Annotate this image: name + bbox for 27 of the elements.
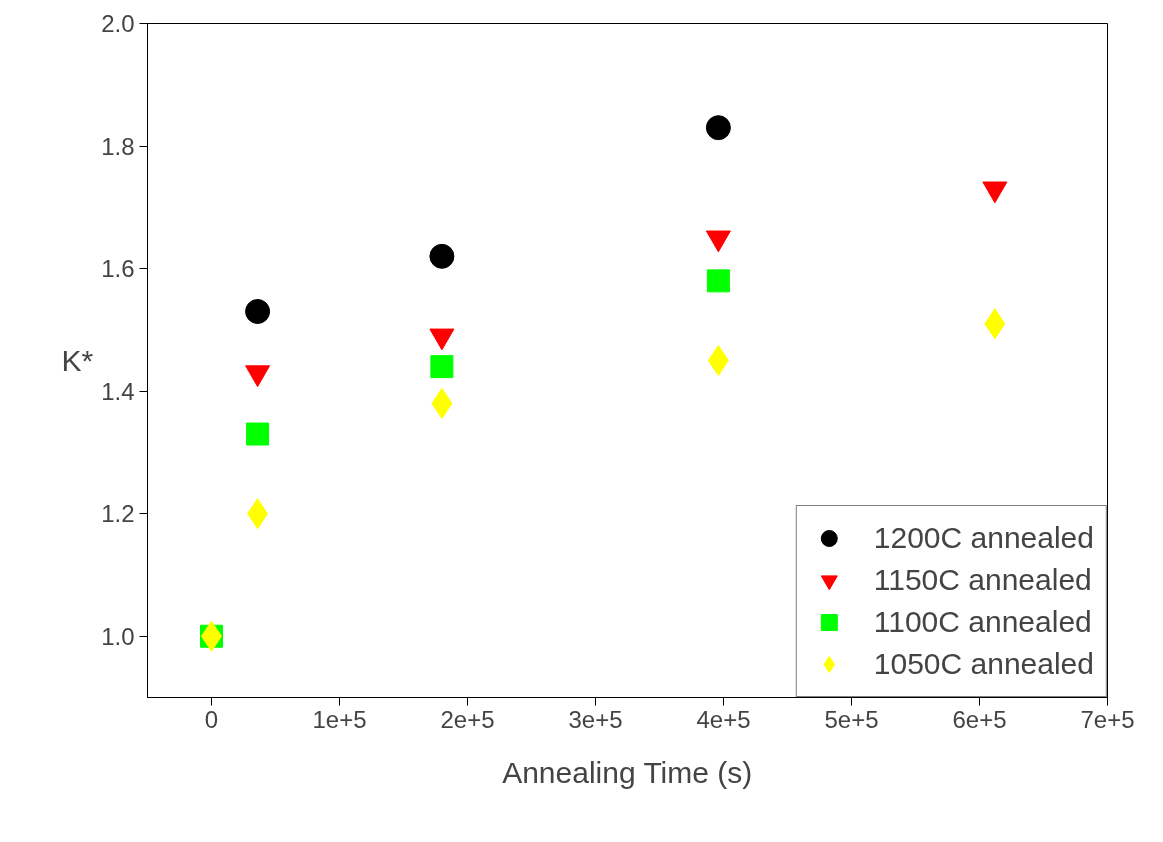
point [246,422,270,446]
x-tick-label: 7e+5 [1080,705,1135,733]
y-tick-label: 1.8 [101,132,135,160]
legend-label: 1100C annealed [873,605,1092,639]
x-tick-label: 4e+5 [696,705,751,733]
legend-label: 1050C annealed [873,647,1094,681]
legend-label: 1150C annealed [873,563,1092,597]
x-tick-label: 3e+5 [568,705,623,733]
point [245,299,271,324]
point [706,269,730,293]
x-tick-label: 2e+5 [440,705,495,733]
point [429,243,455,269]
y-tick-label: 1.6 [101,255,135,283]
x-axis-title: Annealing Time (s) [502,755,753,789]
point [430,355,454,379]
point [707,345,729,376]
x-tick-label: 1e+5 [312,705,367,733]
y-axis-title: K* [61,344,94,377]
y-tick-label: 2.0 [101,10,135,37]
point [705,115,731,141]
x-tick-label: 6e+5 [952,705,1007,733]
y-tick-label: 1.0 [101,622,135,650]
x-tick-label: 5e+5 [824,705,879,733]
y-tick-label: 1.2 [101,500,135,528]
legend-label: 1200C annealed [873,521,1094,555]
y-tick-label: 1.4 [101,377,135,405]
x-tick-label: 0 [204,705,219,733]
